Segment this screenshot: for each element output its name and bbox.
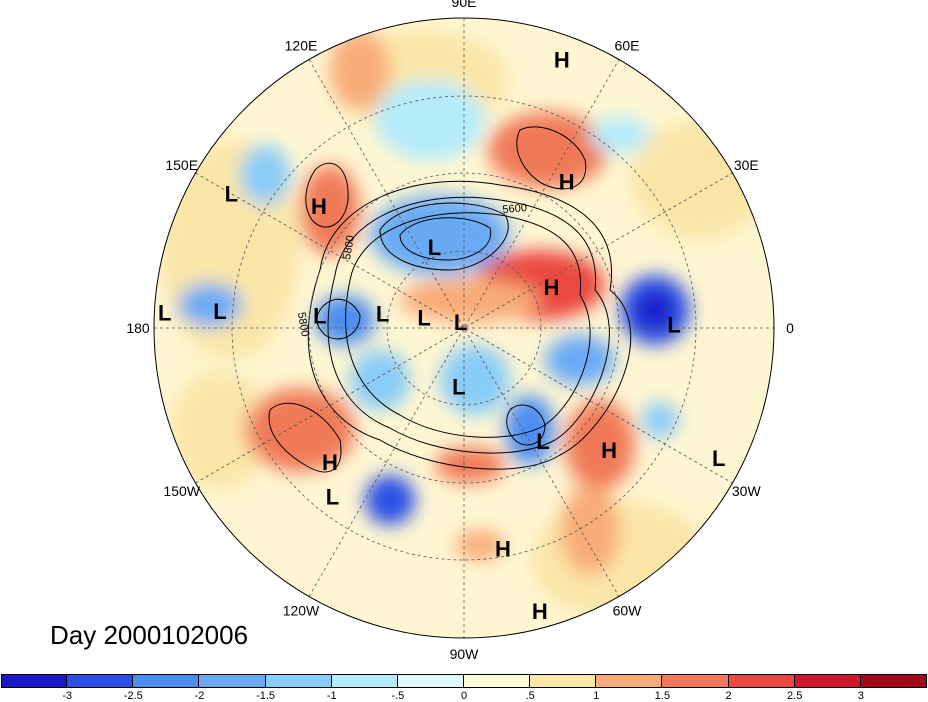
map-border [153,17,775,639]
low-center: L [213,299,226,324]
low-center: L [313,303,326,328]
longitude-label: 30E [734,157,759,173]
contour-labels: 5600 5800 5800 [295,202,528,338]
high-center: H [554,47,570,72]
low-center: L [417,305,430,330]
colorbar-tick-label: -2.5 [123,690,143,702]
colorbar-tick-label: 2.5 [787,690,803,702]
high-center: H [559,169,575,194]
colorbar-cell [794,674,861,688]
colorbar-tick-label: 0 [460,690,468,702]
colorbar-cell [331,674,398,688]
colorbar-tick-label: 2 [725,690,732,702]
longitude-label: 90E [452,0,477,10]
contour-label: 5600 [502,202,527,216]
contour-label: 5800 [295,311,311,337]
colorbar-cell [1,674,68,688]
colorbar-tick-label: 1.5 [654,690,671,702]
high-center: H [322,450,338,475]
colorbar-cell [662,674,729,688]
low-center: L [376,302,389,327]
low-center: L [667,312,680,337]
high-center: H [532,599,548,624]
high-center: H [495,537,511,562]
colorbar-cell [464,674,531,688]
longitude-label: 60E [615,38,640,54]
day-label: Day 2000102006 [50,620,249,650]
colorbar-cell [397,674,464,688]
height-contours [268,126,632,473]
colorbar-cell [265,674,332,688]
longitude-label: 180 [126,320,150,336]
contour-label: 5800 [341,234,357,260]
high-center: H [601,438,617,463]
graticule [154,18,774,638]
colorbar-tick-label: -.5 [391,690,405,702]
longitude-label: 120W [283,602,320,618]
low-center: L [326,484,339,509]
polar-map: 0 30E 60E 90E 120E 150E 180 150W 120W 90W 60W 30W 5… [126,0,794,662]
colorbar-tick-label: -2 [194,690,205,702]
colorbar-tick-label: -1.5 [256,690,276,702]
low-center: L [225,182,238,207]
colorbar-cell [199,674,266,688]
colorbar-cell [860,674,927,688]
anomaly-field [154,18,774,638]
low-center: L [454,310,467,335]
longitude-label: 30W [732,483,762,499]
longitude-label: 0 [786,320,794,336]
colorbar-cell [67,674,134,688]
low-center: L [452,374,465,399]
colorbar-cell [133,674,200,688]
longitude-label: 150E [165,157,198,173]
low-center: L [712,446,725,471]
colorbar-cell [530,674,597,688]
colorbar-cell [596,674,663,688]
longitude-labels: 0 30E 60E 90E 120E 150E 180 150W 120W 90W 60W 30W [126,0,794,662]
longitude-label: 90W [450,646,480,662]
high-center: H [543,275,559,300]
low-center: L [536,429,549,454]
low-center: L [158,300,171,325]
low-center: L [428,235,441,260]
longitude-label: 150W [163,483,200,499]
longitude-label: 60W [613,602,643,618]
colorbar-tick-label: -1 [326,690,337,702]
colorbar-tick-label: 1 [593,690,600,702]
longitude-label: 120E [285,38,318,54]
colorbar: -3 -2.5 -2 -1.5 -1 -.5 0 .5 1 1.5 2 2.5 3 [0,674,928,702]
colorbar-tick-label: 3 [857,690,864,702]
colorbar-cell [728,674,795,688]
colorbar-tick-label: -3 [62,690,73,702]
colorbar-tick-label: .5 [525,690,535,702]
high-center: H [311,194,327,219]
